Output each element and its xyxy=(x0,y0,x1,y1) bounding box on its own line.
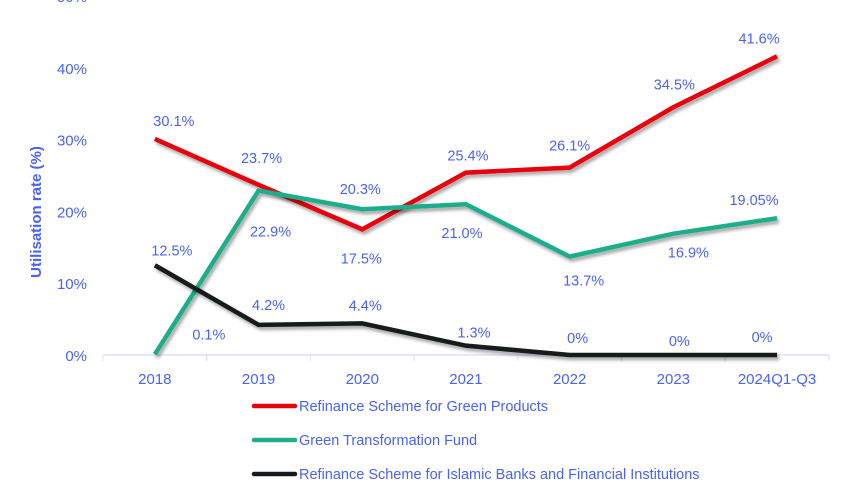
data-label: 20.3% xyxy=(340,182,381,198)
x-tick-label: 2024Q1-Q3 xyxy=(738,371,816,388)
data-label: 34.5% xyxy=(654,77,695,93)
data-label: 0% xyxy=(567,331,588,347)
data-label: 22.9% xyxy=(250,225,291,241)
data-label: 17.5% xyxy=(341,251,382,267)
y-tick-label: 40% xyxy=(57,61,87,78)
data-label: 12.5% xyxy=(151,243,192,259)
data-label: 25.4% xyxy=(447,149,488,165)
data-label: 30.1% xyxy=(153,114,194,130)
data-label: 21.0% xyxy=(441,226,482,242)
legend-label: Green Transformation Fund xyxy=(299,433,477,449)
data-label: 41.6% xyxy=(738,31,779,47)
y-tick-label: 10% xyxy=(57,276,87,293)
x-tick-label: 2020 xyxy=(346,371,379,388)
y-tick-label: 20% xyxy=(57,204,87,221)
data-label: 23.7% xyxy=(241,151,282,167)
x-tick-label: 2021 xyxy=(449,371,482,388)
x-tick-label: 2019 xyxy=(242,371,275,388)
data-label: 19.05% xyxy=(729,193,778,209)
data-label: 13.7% xyxy=(563,274,604,290)
data-label: 16.9% xyxy=(668,246,709,262)
legend-label: Refinance Scheme for Islamic Banks and F… xyxy=(299,467,700,482)
y-tick-label: 50% xyxy=(57,0,87,6)
data-label: 4.4% xyxy=(349,298,382,314)
data-label: 26.1% xyxy=(549,139,590,155)
data-label: 0% xyxy=(669,334,690,350)
y-tick-label: 0% xyxy=(65,348,87,365)
legend-label: Refinance Scheme for Green Products xyxy=(299,399,548,415)
y-axis-label: Utilisation rate (%) xyxy=(28,146,45,278)
x-tick-label: 2023 xyxy=(657,371,690,388)
y-tick-label: 30% xyxy=(57,133,87,150)
data-label: 0% xyxy=(752,330,773,346)
data-label: 1.3% xyxy=(457,326,490,342)
x-tick-label: 2022 xyxy=(553,371,586,388)
data-label: 0.1% xyxy=(192,327,225,343)
x-tick-label: 2018 xyxy=(138,371,171,388)
data-label: 4.2% xyxy=(252,298,285,314)
